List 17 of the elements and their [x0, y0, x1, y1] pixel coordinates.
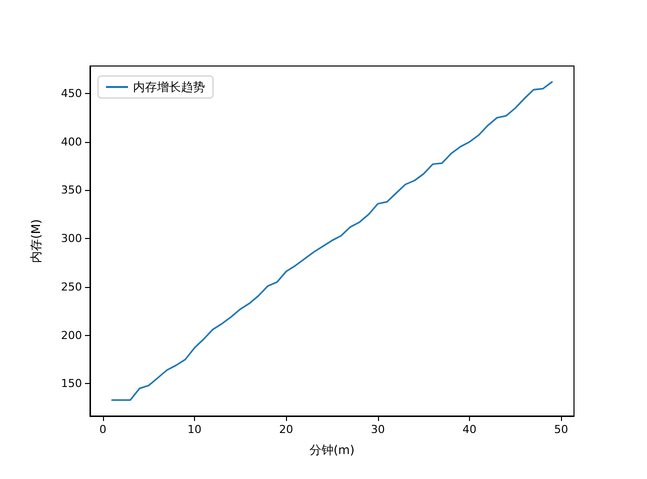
x-tick-label: 0 — [99, 423, 106, 436]
x-axis-title: 分钟(m) — [309, 443, 355, 457]
y-tick-label: 250 — [61, 280, 82, 294]
y-tick-label: 450 — [61, 87, 82, 100]
x-tick-label: 50 — [554, 423, 568, 436]
x-tick-label: 30 — [370, 423, 385, 436]
legend-label: 内存增长趋势 — [133, 80, 205, 94]
y-tick-label: 150 — [61, 377, 82, 390]
line-series — [111, 81, 553, 401]
y-tick-label: 300 — [61, 232, 82, 246]
y-tick-label: 200 — [61, 328, 82, 342]
x-tick-label: 20 — [279, 423, 294, 436]
y-tick-label: 400 — [61, 135, 82, 148]
x-tick-label: 10 — [188, 423, 202, 436]
y-tick-label: 350 — [61, 184, 82, 197]
y-axis-title: 内存(M) — [29, 219, 43, 263]
x-tick-label: 40 — [462, 423, 476, 436]
